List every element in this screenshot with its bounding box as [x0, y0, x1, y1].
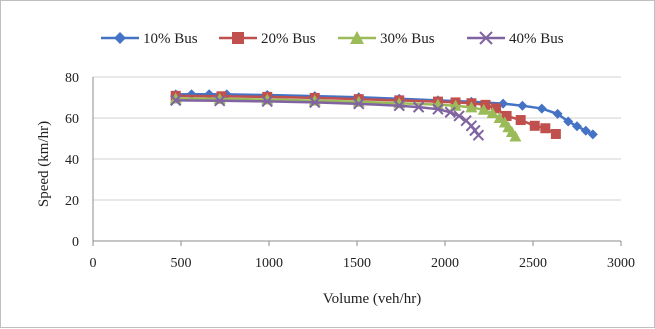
- data-point: [587, 129, 598, 140]
- data-point: [493, 112, 506, 123]
- legend-marker: [114, 32, 126, 44]
- data-point: [572, 121, 582, 132]
- data-point: [517, 100, 528, 111]
- data-point: [453, 110, 465, 122]
- x-tick-label: 1500: [343, 256, 371, 271]
- legend-entry-2: 20% Bus: [219, 31, 316, 47]
- data-point: [509, 130, 522, 142]
- legend-marker-stroke: [479, 31, 493, 45]
- data-point-stroke: [472, 129, 485, 141]
- data-point: [309, 96, 321, 109]
- data-point: [449, 99, 462, 111]
- y-axis-title: Speed (km/hr): [36, 121, 52, 207]
- x-tick-label: 0: [90, 256, 97, 271]
- legend-marker: [479, 31, 493, 45]
- legend-label: 30% Bus: [380, 31, 435, 47]
- legend-label: 40% Bus: [509, 31, 564, 47]
- series-layer: [169, 89, 598, 142]
- data-point: [432, 103, 444, 115]
- y-tick-label: 20: [65, 194, 79, 209]
- y-tick-label: 0: [72, 235, 79, 250]
- data-point: [580, 125, 591, 136]
- data-point: [444, 106, 456, 118]
- legend-marker: [350, 31, 364, 44]
- data-point: [214, 95, 226, 107]
- data-point-stroke: [453, 110, 465, 122]
- series-4: [170, 94, 485, 141]
- data-point-stroke: [432, 103, 444, 115]
- legend: 10% Bus 20% Bus 30% Bus 40% Bus: [101, 31, 564, 47]
- data-point: [536, 103, 547, 114]
- data-point: [353, 98, 365, 110]
- y-tick-label: 80: [65, 71, 79, 86]
- legend-entry-3: 30% Bus: [338, 31, 435, 47]
- legend-entry-1: 10% Bus: [101, 31, 198, 47]
- data-point-stroke: [261, 95, 273, 108]
- y-tick-label: 60: [65, 112, 79, 127]
- data-point-stroke: [444, 106, 456, 118]
- data-point: [472, 129, 485, 141]
- data-point: [529, 120, 540, 131]
- legend-label: 10% Bus: [143, 31, 198, 47]
- data-point: [261, 95, 273, 108]
- legend-marker: [232, 32, 244, 44]
- data-point-stroke: [309, 96, 321, 109]
- x-tick-label: 3000: [607, 256, 635, 271]
- data-point: [501, 110, 512, 121]
- data-point-stroke: [412, 101, 425, 113]
- data-point: [477, 103, 490, 115]
- x-axis-title: Volume (veh/hr): [323, 291, 421, 307]
- data-point: [486, 107, 499, 119]
- data-point: [540, 123, 551, 134]
- x-tick-label: 1000: [255, 256, 283, 271]
- data-point: [563, 116, 574, 127]
- data-point-stroke: [170, 94, 182, 107]
- data-point-stroke: [353, 98, 365, 110]
- legend-label: 20% Bus: [261, 31, 316, 47]
- data-point: [515, 115, 526, 126]
- data-point: [491, 103, 502, 114]
- data-point: [393, 99, 405, 112]
- series-line: [175, 94, 557, 136]
- legend-entry-4: 40% Bus: [467, 31, 564, 47]
- data-point: [550, 128, 561, 139]
- data-point-stroke: [393, 99, 405, 112]
- data-point: [480, 99, 491, 110]
- data-point: [552, 108, 563, 119]
- axes: 0 20 40 60 80 0 500 1000 1500 2000 2500 3000: [65, 71, 635, 271]
- data-point-stroke: [214, 95, 226, 107]
- data-point: [170, 94, 182, 107]
- x-tick-label: 2500: [519, 256, 547, 271]
- x-tick-label: 500: [171, 256, 192, 271]
- data-point: [412, 101, 425, 113]
- y-tick-label: 40: [65, 153, 79, 168]
- data-point: [465, 101, 478, 113]
- x-tick-label: 2000: [431, 256, 459, 271]
- data-point-stroke: [460, 114, 472, 127]
